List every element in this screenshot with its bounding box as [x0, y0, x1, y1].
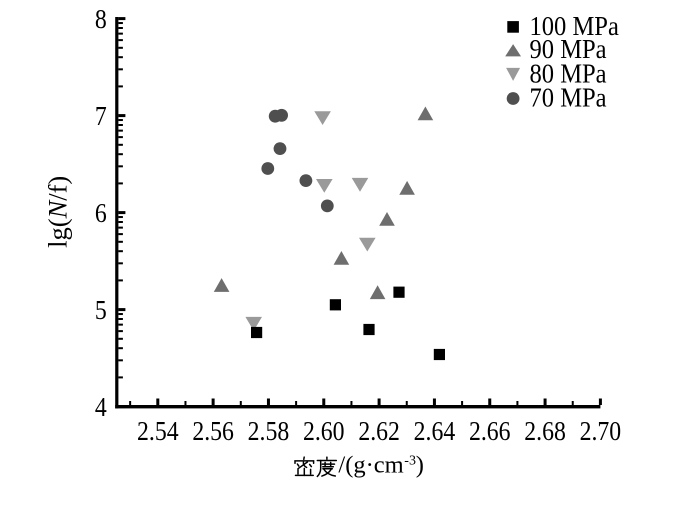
svg-text:6: 6 [95, 198, 107, 229]
svg-text:2.54: 2.54 [137, 416, 179, 447]
svg-text:8: 8 [95, 4, 107, 35]
svg-text:70 MPa: 70 MPa [530, 82, 608, 112]
svg-text:2.70: 2.70 [580, 416, 622, 447]
svg-text:100 MPa: 100 MPa [530, 11, 620, 41]
svg-text:2.66: 2.66 [469, 416, 511, 447]
svg-text:): ) [416, 452, 424, 479]
svg-text:-3: -3 [404, 454, 416, 469]
svg-text:/(g·cm: /(g·cm [338, 452, 403, 479]
svg-text:2.58: 2.58 [248, 416, 290, 447]
svg-text:4: 4 [95, 392, 107, 423]
svg-text:2.56: 2.56 [192, 416, 234, 447]
svg-text:2.60: 2.60 [303, 416, 345, 447]
svg-text:90 MPa: 90 MPa [530, 34, 608, 64]
svg-text:lg(N/f): lg(N/f) [42, 176, 72, 248]
svg-text:2.62: 2.62 [358, 416, 400, 447]
svg-text:7: 7 [95, 101, 107, 132]
svg-text:2.68: 2.68 [524, 416, 566, 447]
svg-text:2.64: 2.64 [414, 416, 456, 447]
svg-text:80 MPa: 80 MPa [530, 58, 608, 88]
svg-text:5: 5 [95, 295, 107, 326]
